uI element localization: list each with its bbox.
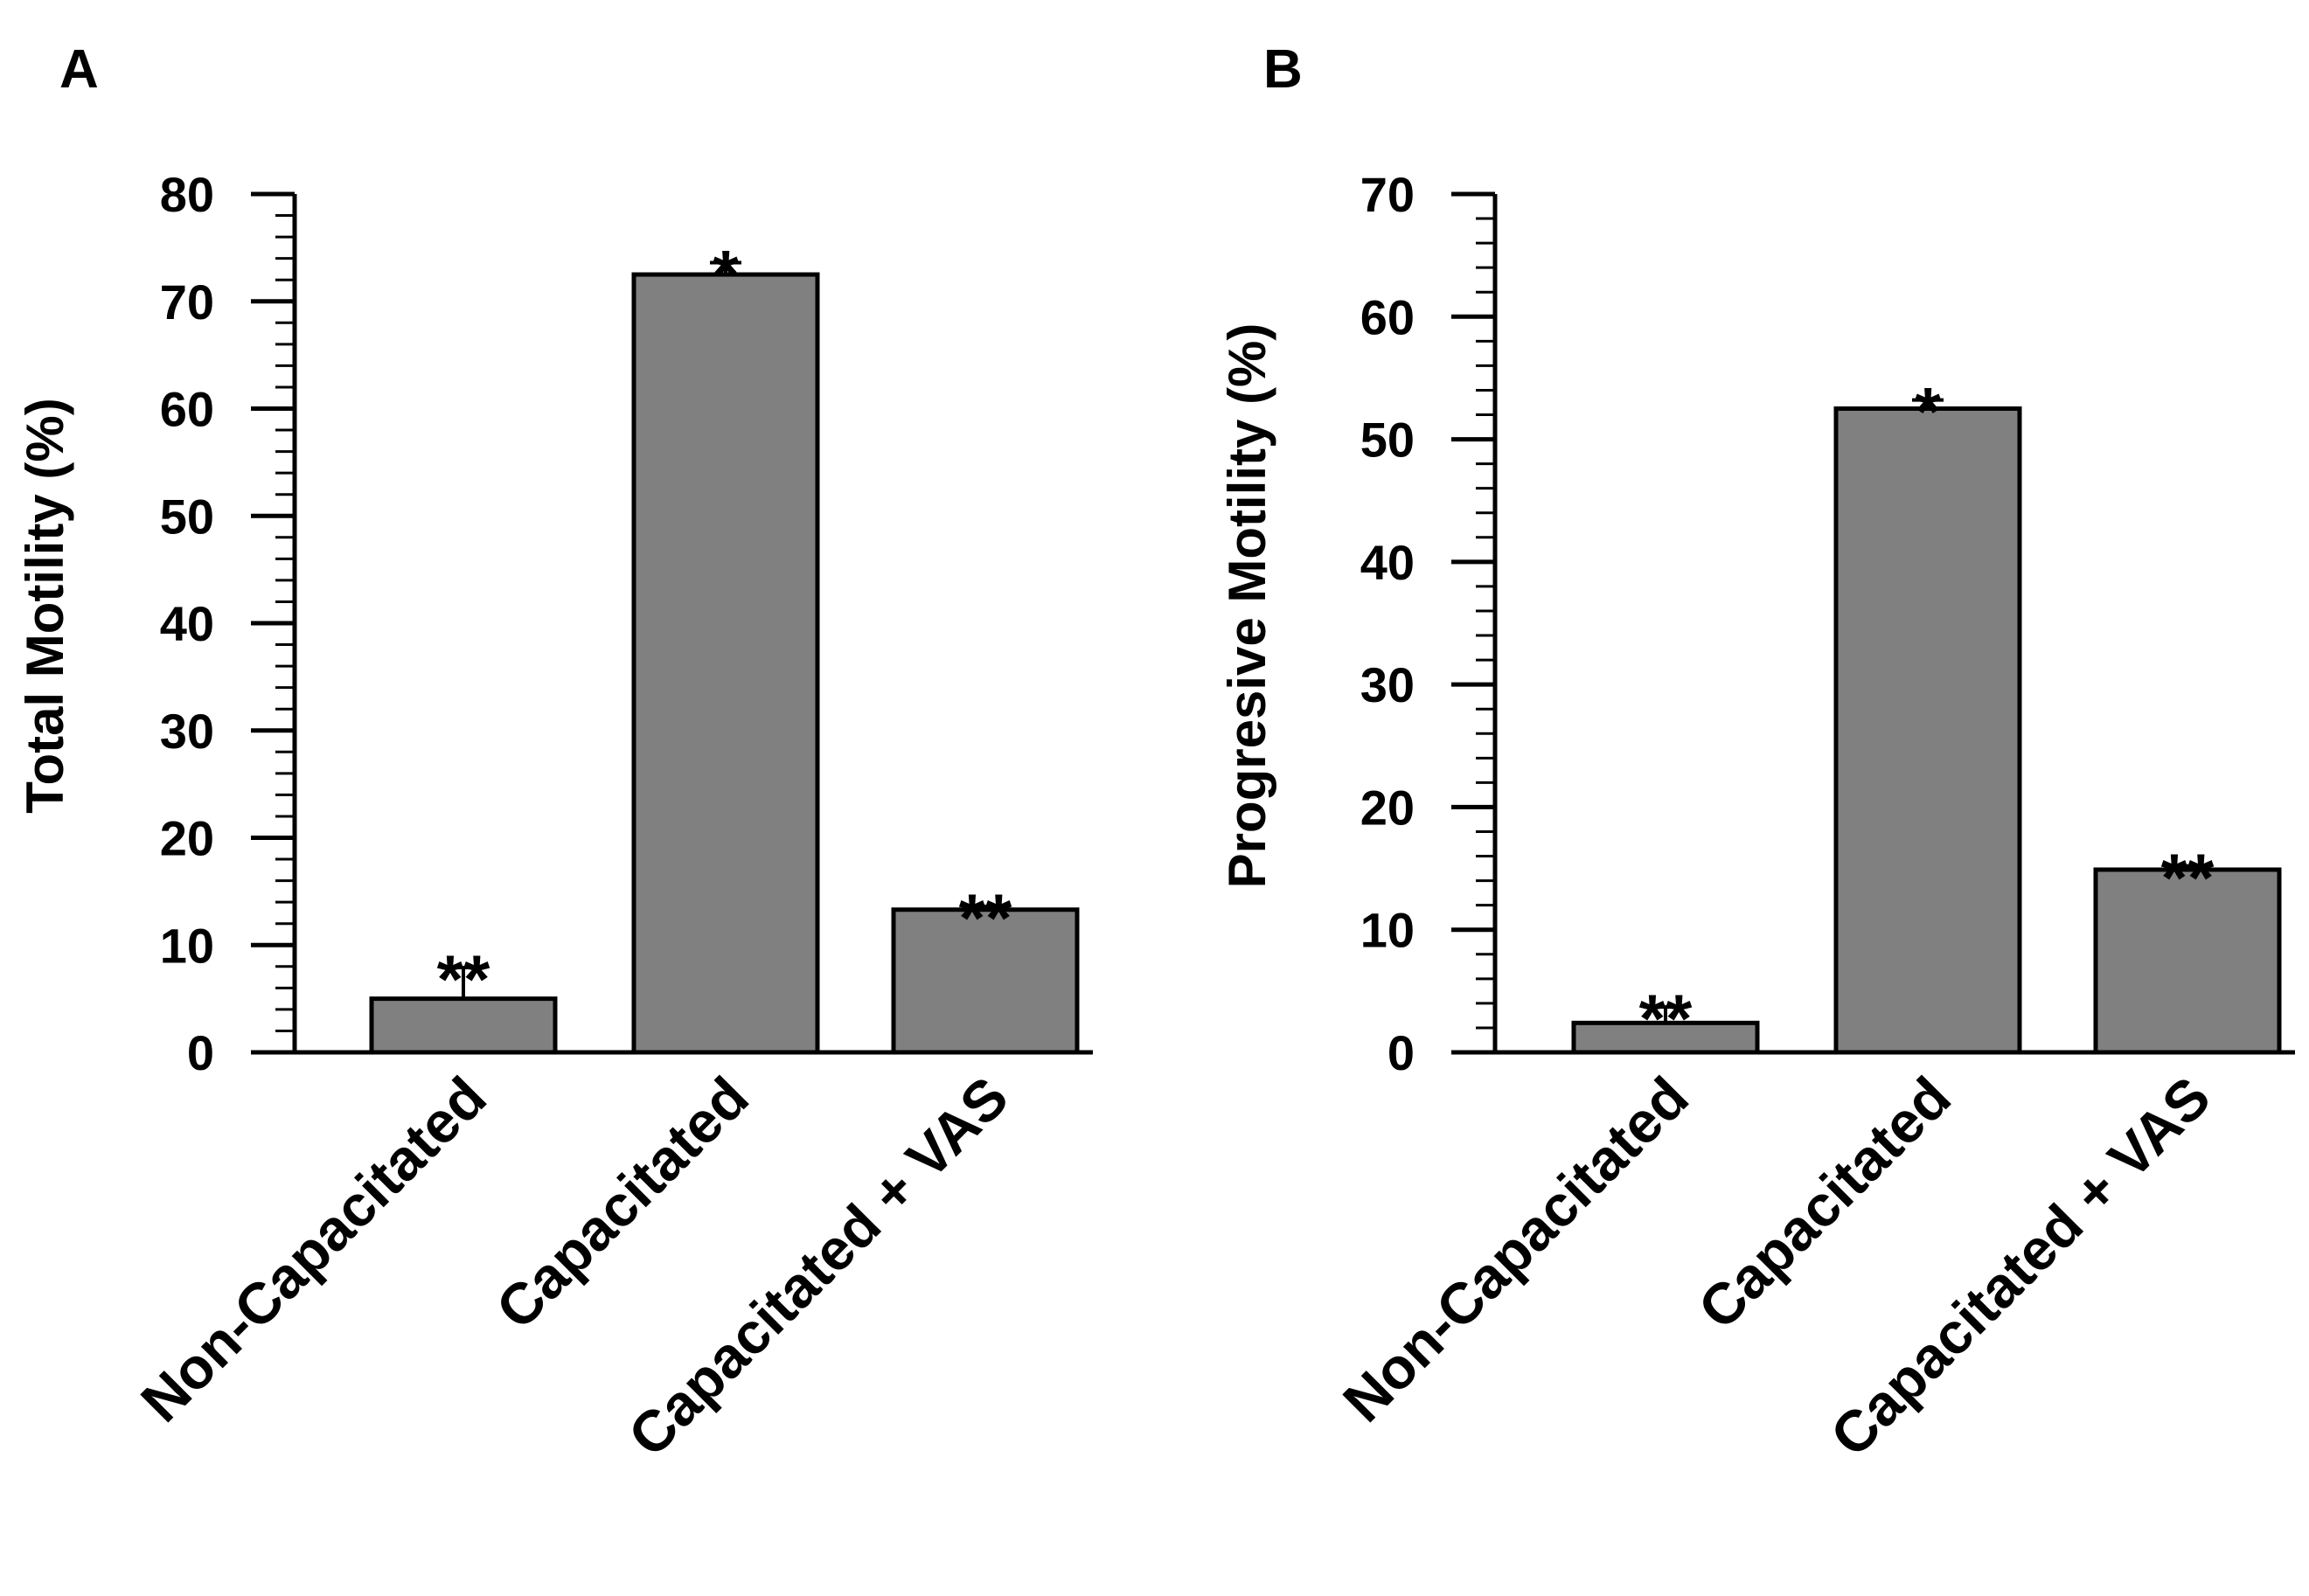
panel-b-label: B (1263, 39, 1303, 100)
y-tick-label: 30 (1360, 657, 1415, 712)
y-tick-label: 60 (160, 382, 214, 437)
y-axis-title: Progresive Motility (%) (1218, 323, 1276, 889)
y-tick-label: 70 (160, 274, 214, 330)
y-tick-label: 60 (1360, 289, 1415, 344)
y-tick-label: 40 (160, 596, 214, 651)
y-tick-label: 10 (1360, 903, 1415, 958)
y-tick-label: 30 (160, 704, 214, 759)
y-tick-label: 20 (1360, 780, 1415, 835)
panel-a-chart: A 0 10 20 30 40 50 60 70 80 Total Motility (%) ** N… (16, 39, 1093, 1468)
bar (631, 272, 820, 1055)
significance-mark: * (1915, 373, 1942, 450)
significance-mark: ** (437, 940, 490, 1017)
bar (1571, 1020, 1760, 1055)
x-category-label: Non-Capacitated (129, 1065, 498, 1434)
significance-mark: ** (1639, 980, 1693, 1057)
y-tick-label: 0 (1387, 1025, 1415, 1080)
y-tick-label: 40 (1360, 535, 1415, 590)
significance-mark: * (713, 236, 740, 313)
significance-mark: ** (959, 879, 1012, 956)
bar (1833, 406, 2022, 1055)
x-category-label: Capacitated (483, 1065, 761, 1342)
panel-a-label: A (59, 39, 99, 100)
y-tick-label: 0 (187, 1025, 214, 1080)
y-axis-title: Total Motility (%) (16, 398, 74, 814)
y-tick-label: 50 (1360, 413, 1415, 468)
y-tick-label: 20 (160, 811, 214, 866)
bar (891, 907, 1080, 1055)
significance-mark: ** (2161, 839, 2215, 916)
panel-b-chart: B 0 10 20 30 40 50 60 70 Progresive Motility (%)… (1218, 39, 2295, 1468)
y-tick-label: 80 (160, 167, 214, 222)
x-category-label: Capacitated (1686, 1065, 1963, 1342)
y-tick-label: 10 (160, 918, 214, 973)
x-category-label: Non-Capacitated (1331, 1065, 1700, 1434)
y-tick-label: 50 (160, 489, 214, 544)
y-tick-label: 70 (1360, 167, 1415, 222)
